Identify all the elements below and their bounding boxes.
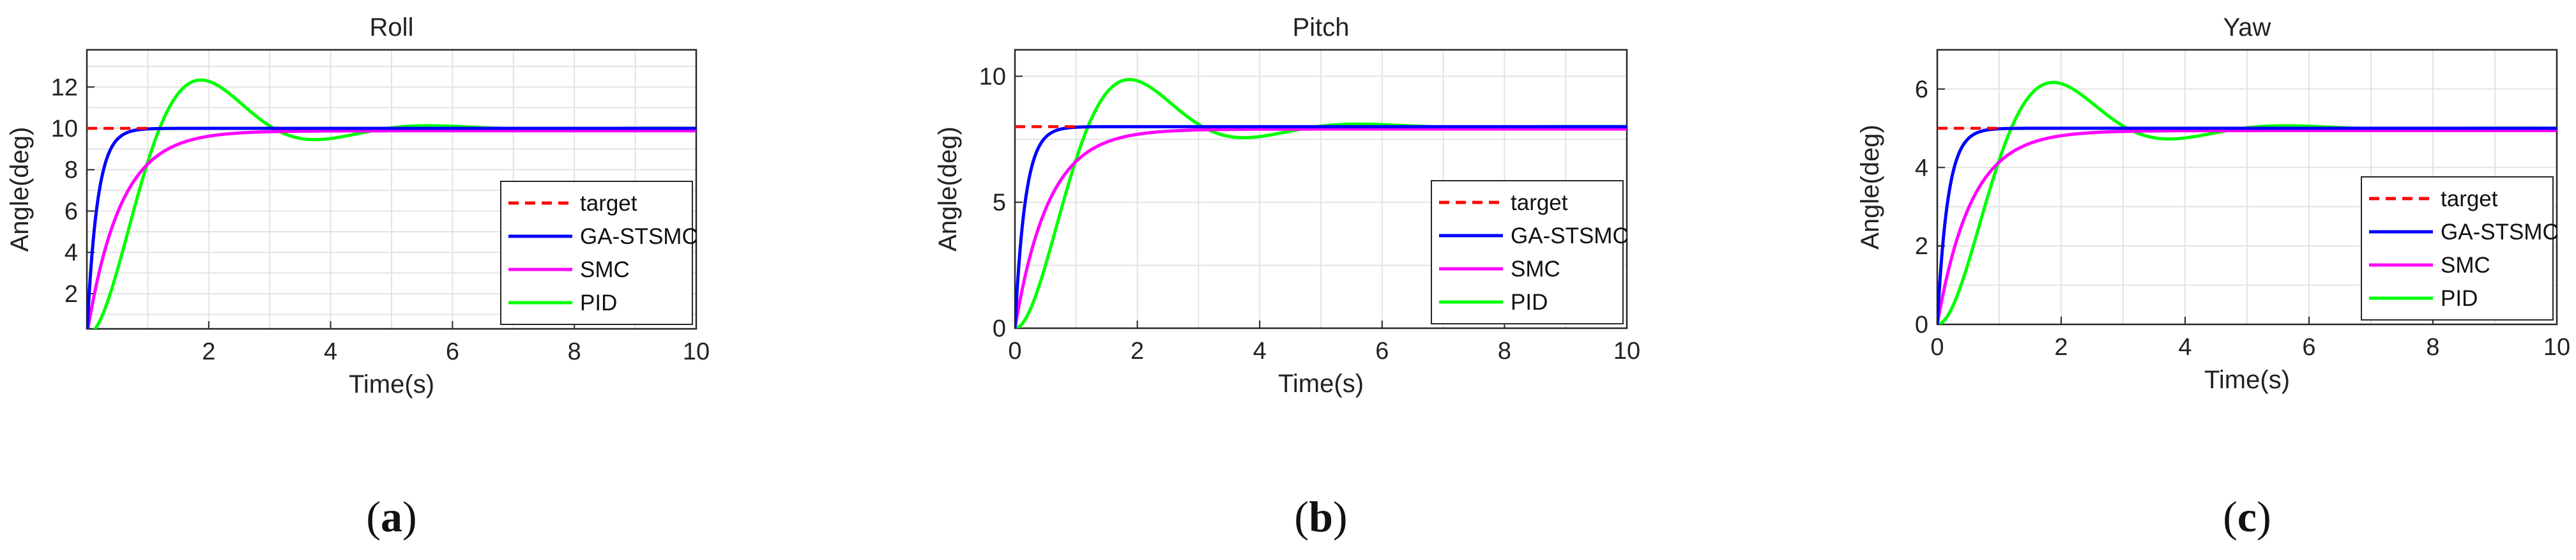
legend-label: SMC (580, 257, 630, 282)
legend-label: target (1511, 190, 1568, 215)
y-tick-label: 2 (1915, 233, 1928, 260)
series-line-ga-stsmc (1015, 125, 1627, 328)
x-tick-label: 6 (446, 338, 459, 365)
panel-caption-letter: a (381, 492, 402, 541)
y-tick-label: 12 (51, 74, 78, 101)
legend-label: PID (1511, 290, 1548, 315)
y-tick-label: 4 (65, 239, 78, 266)
y-tick-label: 0 (993, 315, 1006, 342)
legend-label: GA-STSMC (1511, 223, 1629, 248)
x-tick-label: 4 (2178, 334, 2191, 361)
panel-caption: (b) (1294, 492, 1347, 541)
axes-box (1936, 49, 2558, 326)
y-tick-label: 4 (1915, 155, 1928, 181)
series-line-ga-stsmc (87, 126, 696, 329)
legend-box (500, 181, 693, 325)
x-tick-label: 6 (1375, 338, 1389, 365)
x-tick-label: 8 (1498, 338, 1511, 365)
y-tick-label: 10 (51, 116, 78, 142)
y-axis-label: Angle(deg) (1856, 125, 1884, 250)
x-tick-label: 2 (1131, 338, 1144, 365)
legend-label: target (2441, 186, 2498, 211)
legend-label: PID (580, 291, 617, 315)
x-tick-label: 10 (2543, 334, 2570, 361)
y-tick-label: 5 (993, 190, 1006, 216)
legend: target GA-STSMC SMC PID (500, 181, 698, 325)
series-line-smc (87, 129, 696, 329)
series-group (1015, 78, 1627, 328)
y-axis-label: Angle(deg) (6, 127, 34, 252)
chart-title: Pitch (1293, 13, 1350, 42)
x-tick-label: 0 (1930, 334, 1944, 361)
x-tick-label: 10 (683, 338, 710, 365)
chart-panel-b: Pitch 0 2 4 6 8 10 0 5 10 Time(s) Angle(deg) target G… (934, 13, 1640, 541)
legend-label: target (580, 191, 637, 216)
y-tick-label: 0 (1915, 312, 1928, 338)
x-tick-label: 8 (568, 338, 581, 365)
chart-title: Yaw (2223, 13, 2271, 42)
chart-panel-c: Yaw 0 2 4 6 8 10 0 2 4 6 Time(s) Angle(deg) target GA-… (1856, 13, 2570, 541)
axes-box (86, 49, 697, 330)
legend: target GA-STSMC SMC PID (2361, 176, 2559, 321)
series-line-ga-stsmc (1937, 126, 2557, 324)
y-tick-label: 2 (65, 281, 78, 308)
x-tick-label: 4 (324, 338, 337, 365)
legend-box (1431, 180, 1624, 324)
x-tick-label: 8 (2426, 334, 2439, 361)
series-line-smc (1937, 129, 2557, 324)
legend-label: GA-STSMC (2441, 220, 2559, 245)
panel-caption: (c) (2223, 492, 2271, 541)
legend-box (2361, 176, 2554, 321)
x-axis-label: Time(s) (1278, 370, 1364, 398)
x-axis-label: Time(s) (2204, 366, 2290, 394)
x-tick-label: 6 (2302, 334, 2315, 361)
legend-label: SMC (2441, 253, 2490, 278)
x-tick-label: 4 (1253, 338, 1267, 365)
y-axis-label: Angle(deg) (934, 126, 962, 252)
series-group (1937, 80, 2557, 324)
x-tick-label: 2 (202, 338, 215, 365)
legend-label: PID (2441, 286, 2478, 311)
chart-title: Roll (370, 13, 414, 42)
x-tick-label: 10 (1613, 338, 1640, 365)
legend-label: SMC (1511, 257, 1560, 282)
panel-caption: (a) (366, 492, 416, 541)
panel-caption-letter: c (2237, 492, 2257, 541)
y-tick-label: 8 (65, 157, 78, 184)
x-tick-label: 0 (1008, 338, 1021, 365)
y-tick-label: 6 (1915, 76, 1928, 103)
legend-label: GA-STSMC (580, 224, 698, 249)
x-axis-label: Time(s) (349, 370, 434, 398)
axes-box (1014, 49, 1628, 329)
x-tick-label: 2 (2054, 334, 2068, 361)
chart-panel-a: Roll 2 4 6 8 10 2 4 6 8 10 12 Time(s) Angle(deg) targe… (6, 13, 710, 541)
y-tick-label: 10 (979, 63, 1006, 90)
series-line-smc (1015, 127, 1627, 328)
panel-caption-letter: b (1309, 492, 1333, 541)
legend: target GA-STSMC SMC PID (1431, 180, 1629, 324)
series-group (87, 78, 696, 329)
y-tick-label: 6 (65, 198, 78, 225)
